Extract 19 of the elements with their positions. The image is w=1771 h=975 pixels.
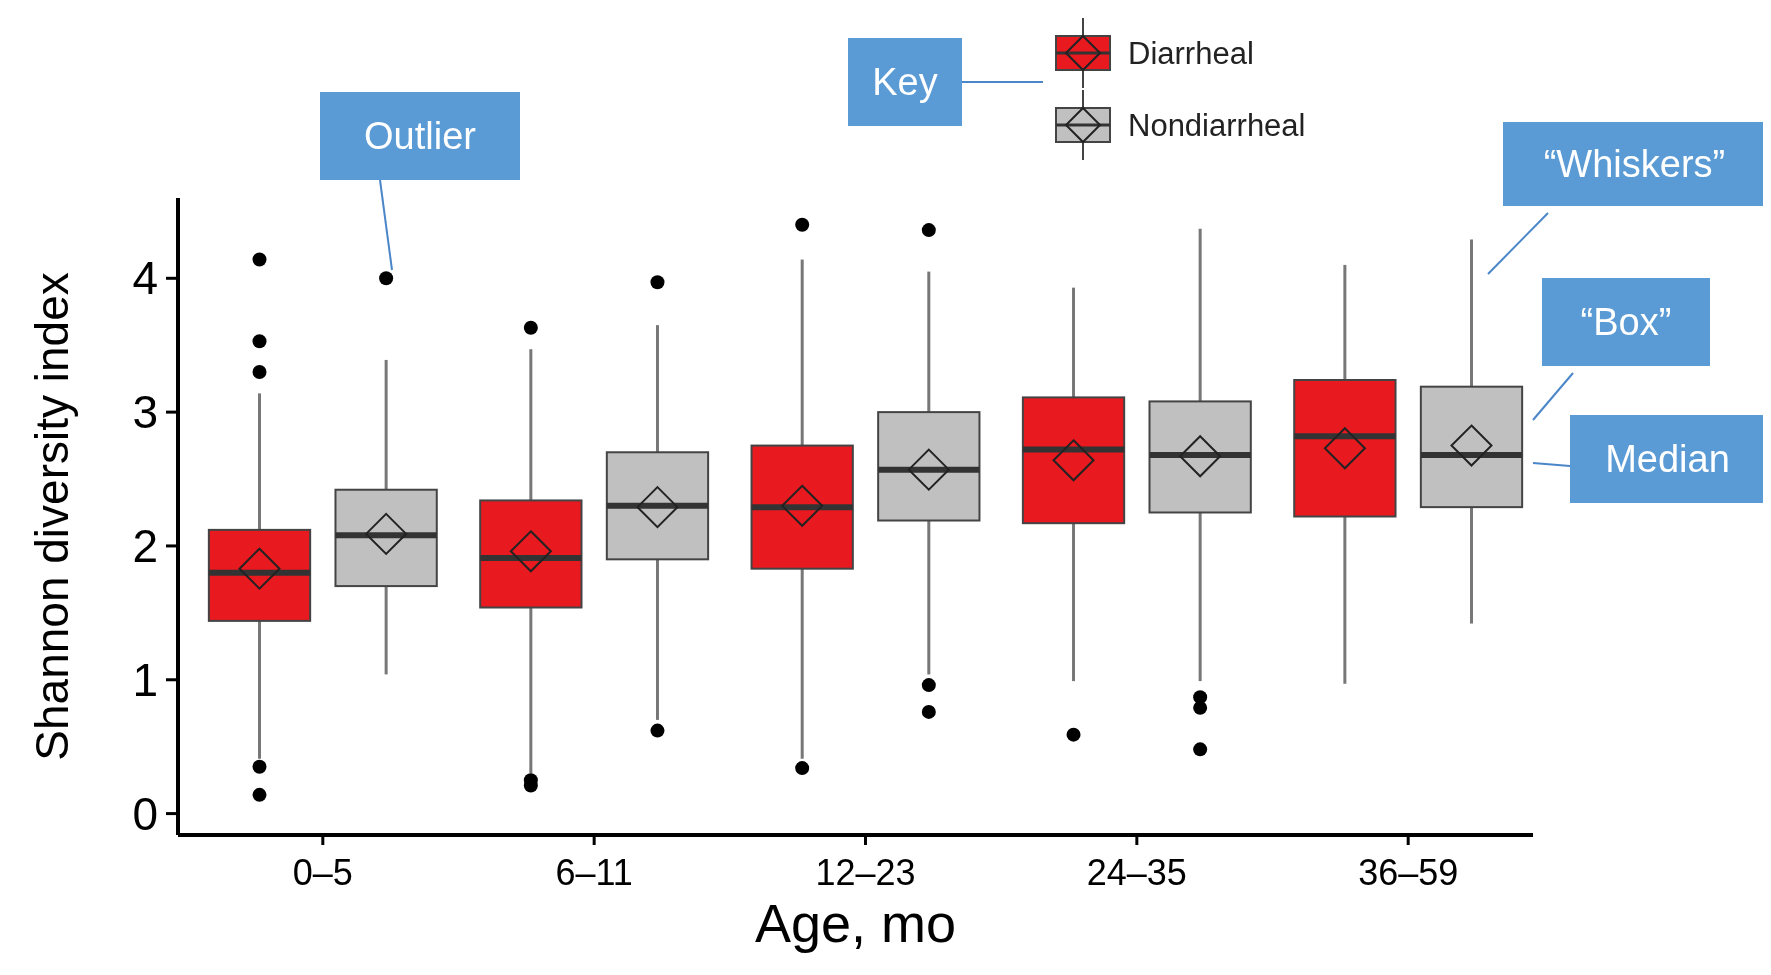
text: Median: [1605, 438, 1730, 481]
x-tick-label: 12–23: [815, 852, 916, 893]
x-tick-label: 24–35: [1086, 852, 1187, 893]
y-axis-title: Shannon diversity index: [26, 272, 78, 761]
x-axis-title: Age, mo: [754, 893, 957, 953]
text: Key: [872, 61, 938, 104]
x-tick-label: 0–5: [292, 852, 353, 893]
y-tick-label: 0: [132, 787, 158, 840]
y-tick-label: 1: [132, 653, 158, 706]
text: “Box”: [1580, 301, 1672, 344]
x-tick-label: 36–59: [1358, 852, 1459, 893]
x-tick-label: 6–11: [555, 852, 633, 893]
text: “Whiskers”: [1543, 143, 1726, 186]
text: Outlier: [364, 115, 477, 158]
legend-label: Diarrheal: [1128, 36, 1254, 71]
y-tick-label: 3: [132, 386, 158, 439]
legend-label: Nondiarrheal: [1128, 108, 1306, 143]
y-tick-label: 2: [132, 520, 158, 573]
y-tick-label: 4: [132, 252, 158, 305]
